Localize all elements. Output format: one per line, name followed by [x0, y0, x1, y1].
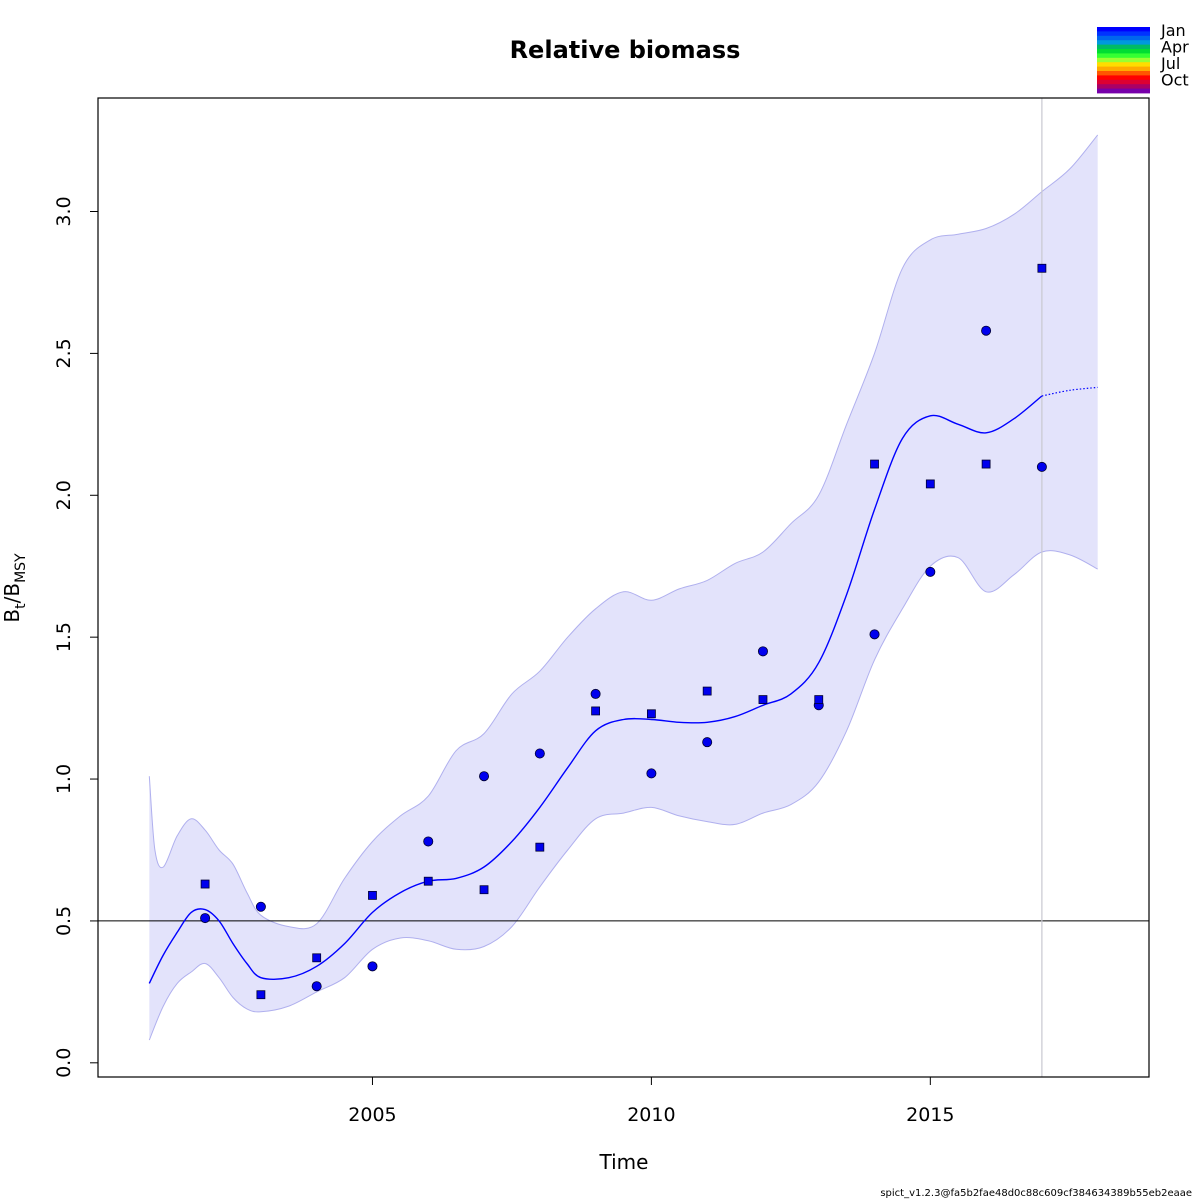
- index-2-point: [925, 479, 935, 489]
- index-1-point: [646, 768, 657, 779]
- index-1-point: [311, 981, 322, 992]
- legend-swatch: [1097, 53, 1150, 59]
- y-tick-label: 1.0: [53, 764, 75, 794]
- index-1-point: [479, 771, 490, 782]
- x-tick-label: 2015: [906, 1104, 954, 1126]
- y-tick-label: 2.0: [53, 480, 75, 510]
- y-tick-label: 3.0: [53, 196, 75, 226]
- index-2-point: [870, 459, 879, 469]
- y-tick-label: 2.5: [53, 338, 75, 368]
- index-2-point: [1037, 263, 1047, 273]
- index-2-point: [758, 695, 768, 704]
- index-1-point: [925, 566, 936, 577]
- index-1-point: [702, 737, 713, 748]
- index-1-point: [367, 961, 378, 972]
- index-2-point: [646, 709, 656, 719]
- index-2-point: [981, 459, 991, 469]
- legend-swatch: [1097, 44, 1150, 50]
- legend-swatch: [1097, 79, 1150, 85]
- index-2-point: [479, 885, 489, 895]
- confidence-band: [149, 134, 1098, 1041]
- index-2-point: [256, 990, 266, 1000]
- legend-swatch: [1097, 71, 1150, 76]
- version-footer: spict_v1.2.3@fa5b2fae48d0c88c609cf384634…: [880, 1188, 1192, 1199]
- plot-frame: [97, 97, 1150, 1078]
- y-axis-label: Bt/BMSY: [0, 553, 29, 623]
- legend-label: Jan: [1160, 21, 1186, 40]
- y-tick-label: 1.5: [53, 622, 75, 652]
- legend-label: Oct: [1161, 71, 1189, 90]
- index-1-point: [757, 646, 768, 657]
- chart-title: Relative biomass: [510, 36, 741, 64]
- legend-swatch: [1097, 57, 1150, 63]
- estimate-line: [148, 395, 1043, 984]
- y-tick-label: 0.0: [53, 1048, 75, 1078]
- index-2-point: [312, 953, 322, 963]
- legend-swatch: [1097, 31, 1150, 37]
- index-1-point: [981, 325, 992, 336]
- index-1-point: [200, 913, 211, 924]
- legend-swatch: [1097, 27, 1150, 32]
- legend-label: Jul: [1160, 54, 1180, 73]
- index-2-point: [702, 686, 712, 696]
- legend-swatch: [1097, 84, 1150, 89]
- index-2-point: [591, 706, 601, 716]
- legend-swatch: [1097, 88, 1150, 94]
- index-1-point: [1036, 461, 1047, 472]
- legend-swatch: [1097, 66, 1150, 72]
- legend-label: Apr: [1161, 38, 1189, 57]
- legend-swatch: [1097, 75, 1150, 81]
- index-2-point: [368, 890, 377, 900]
- x-tick-label: 2010: [627, 1104, 675, 1126]
- x-tick-label: 2005: [348, 1104, 396, 1126]
- legend-swatch: [1097, 49, 1150, 54]
- index-2-point: [814, 695, 824, 704]
- ci-upper-line: [148, 134, 1099, 930]
- legend-swatch: [1097, 40, 1150, 45]
- forecast-line: [1041, 386, 1098, 397]
- x-axis-label: Time: [599, 1150, 649, 1174]
- ci-lower-line: [148, 550, 1098, 1041]
- index-1-point: [255, 901, 266, 912]
- legend-swatch: [1097, 62, 1150, 67]
- index-2-point: [200, 879, 210, 889]
- index-2-point: [535, 842, 545, 852]
- plot-area: [98, 98, 1149, 1077]
- y-tick-label: 0.5: [53, 906, 75, 936]
- index-1-point: [423, 836, 434, 847]
- axes: 2005 2010 2015 0.0 0.5 1.0 1.5 2.0 2.5 3.0: [53, 97, 1150, 1126]
- index-2-point: [423, 876, 433, 886]
- legend-swatch: [1097, 35, 1150, 41]
- index-1-point: [534, 748, 545, 759]
- index-1-point: [590, 688, 601, 699]
- index-1-point: [869, 629, 880, 640]
